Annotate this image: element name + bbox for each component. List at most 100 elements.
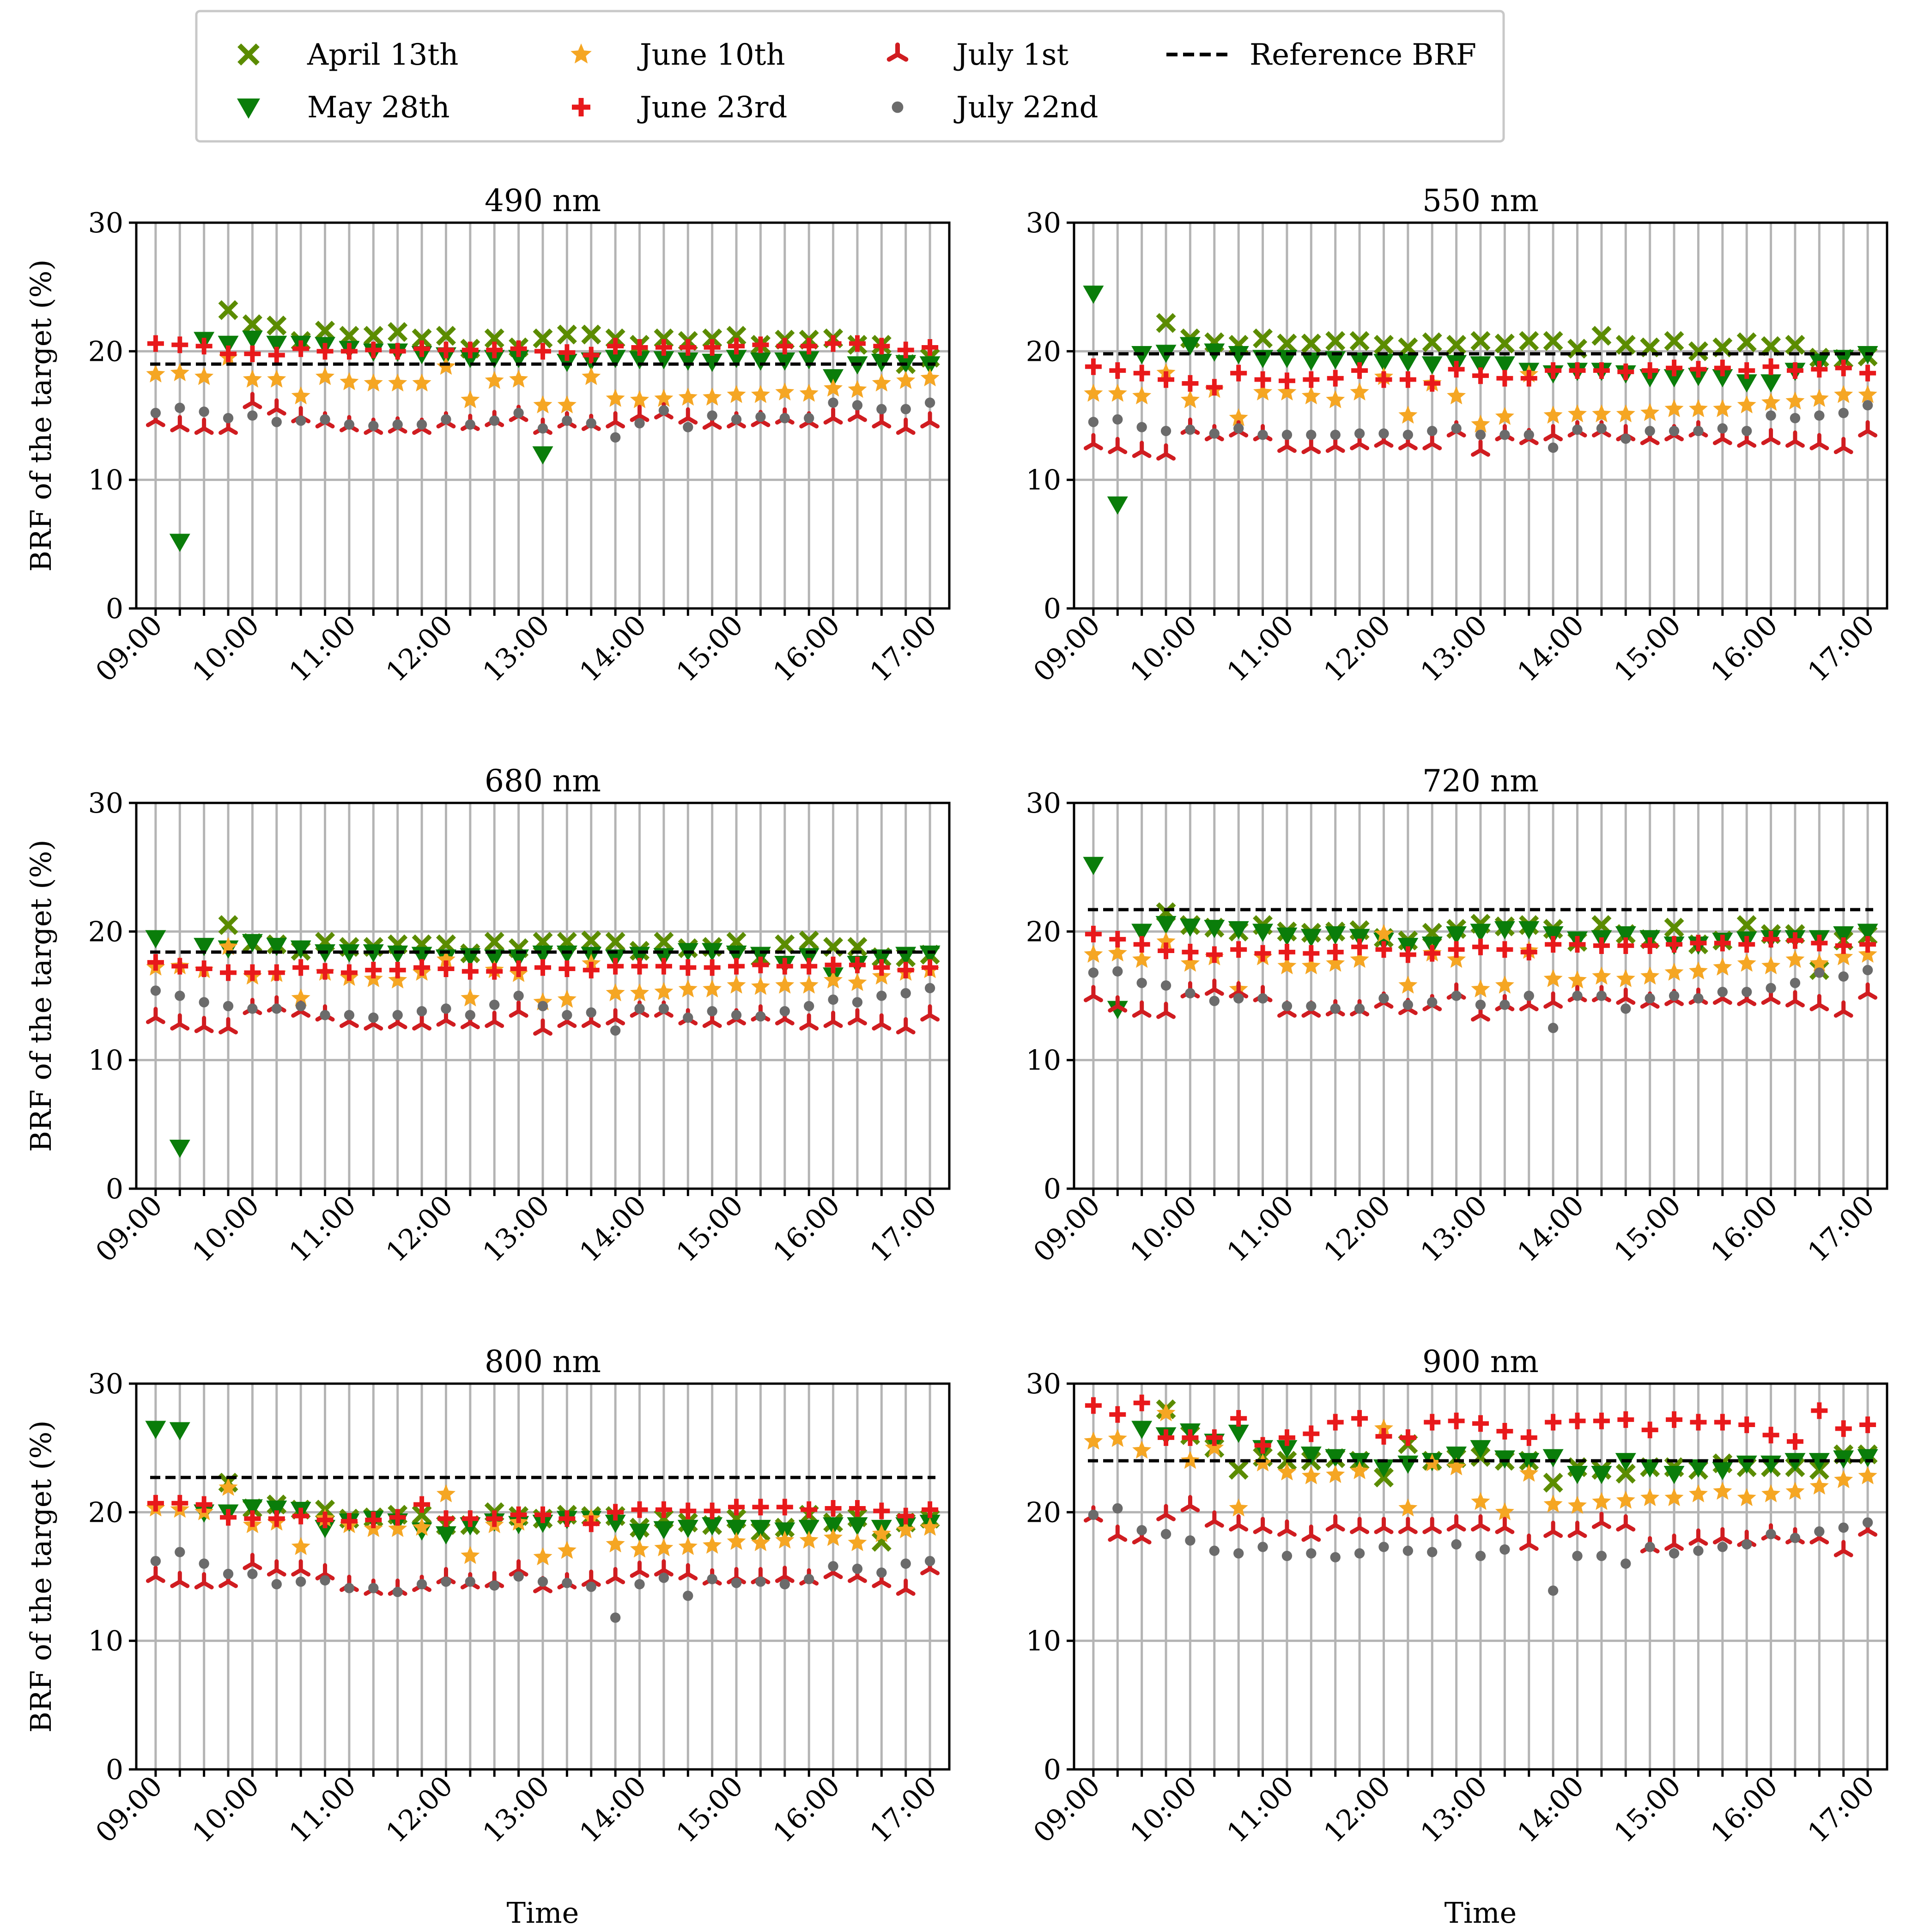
data-point-june-23rd [1569,936,1586,953]
data-point-may-28th [1663,1465,1685,1484]
data-point-june-23rd [897,341,914,358]
x-tick-label: 14:00 [1511,609,1590,688]
data-point-june-23rd [534,343,551,360]
x-tick-label: 09:00 [90,1189,169,1269]
data-point-june-10th [872,373,891,392]
data-point-june-23rd [607,338,624,355]
x-tick-label: 11:00 [1221,609,1300,688]
data-point-june-23rd [1714,359,1731,377]
data-point-june-23rd [486,341,503,358]
data-point-may-28th [1349,352,1370,371]
data-point-june-23rd [631,339,648,356]
x-tick-label: 11:00 [283,1770,363,1849]
data-point-april-13th [1519,331,1539,351]
data-point-july-22nd [1088,967,1099,978]
data-point-july-22nd [1645,425,1655,437]
data-point-june-23rd [1133,1394,1150,1411]
legend: April 13th May 28th June 10th June 23rd July… [195,10,1505,143]
data-point-april-13th [871,1531,892,1552]
data-point-june-23rd [1811,935,1828,952]
data-point-july-22nd [1862,965,1873,975]
data-point-june-23rd [244,345,261,362]
data-point-june-23rd [631,1501,648,1518]
data-point-june-10th [799,975,819,994]
data-point-july-1st [1083,985,1103,1002]
data-point-july-22nd [199,1558,209,1569]
data-point-june-23rd [873,1502,890,1519]
data-point-june-10th [1084,944,1103,963]
x-tick-label: 12:00 [1317,1770,1397,1849]
data-point-july-1st [823,407,843,425]
data-point-june-10th [1761,956,1781,974]
data-point-june-23rd [1569,1412,1586,1429]
data-point-july-1st [1616,987,1636,1005]
data-point-april-13th [1615,334,1636,355]
data-point-june-23rd [1545,936,1562,953]
data-point-june-23rd [801,958,818,975]
data-point-june-23rd [510,1506,527,1523]
data-point-july-22nd [852,1563,863,1574]
data-point-july-22nd [1717,423,1728,434]
panel-800-nm: 800 nm 0 10 20 30 09:00 10:00 11:00 12:00 13:00 14… [24,1344,951,1930]
data-point-april-13th [799,930,819,951]
x-tick-label: 15:00 [670,1770,750,1849]
data-point-july-1st [1858,420,1878,437]
data-point-june-23rd [340,1513,358,1530]
data-point-may-28th [1083,286,1104,304]
legend-item-july-1st: July 1st [886,38,1068,72]
data-point-june-10th [703,1536,722,1554]
data-point-may-28th [387,945,408,964]
data-point-july-22nd [1548,1022,1559,1033]
data-point-june-10th [1398,975,1418,994]
data-point-april-13th [1301,334,1321,354]
data-point-july-22nd [586,1581,596,1592]
data-point-july-22nd [392,1586,403,1598]
data-point-july-22nd [1475,430,1486,440]
x-tick-label: 17:00 [1802,1189,1881,1269]
data-point-april-13th [1373,334,1394,355]
data-point-july-1st [1833,1540,1853,1557]
data-point-june-23rd [1593,362,1610,379]
data-point-april-13th [1664,331,1684,351]
data-point-july-22nd [247,1003,258,1014]
panel-680-nm: 680 nm 0 10 20 30 09:00 10:00 11:00 12:00 13:00 14… [24,763,951,1269]
x-tick-label: 12:00 [380,609,459,688]
x-tick-label: 15:00 [670,1189,750,1269]
data-point-june-23rd [1158,942,1175,960]
data-point-july-1st [243,1553,262,1570]
data-point-june-23rd [1714,1414,1731,1431]
data-point-july-1st [1422,1517,1442,1534]
data-point-june-23rd [486,963,503,980]
data-point-july-22nd [658,405,669,416]
data-point-may-28th [169,534,190,552]
data-point-june-23rd [1835,1420,1852,1437]
series-june-23rd [1085,1394,1876,1454]
x-tick-label: 09:00 [90,609,169,688]
data-point-july-1st [170,1571,190,1588]
data-point-july-22nd [296,415,306,426]
data-point-april-13th [1688,341,1708,361]
data-point-june-10th [1592,1492,1611,1510]
data-point-june-23rd [752,336,769,353]
data-point-june-10th [1592,404,1611,423]
data-point-june-10th [606,389,625,407]
data-point-june-10th [364,373,383,392]
data-point-may-28th [242,330,263,349]
data-point-june-23rd [1786,362,1803,379]
data-point-april-13th [775,934,795,954]
data-point-july-22nd [247,410,258,421]
data-point-july-1st [315,1563,335,1580]
data-point-july-1st [194,1572,214,1590]
data-point-june-10th [1374,1418,1394,1437]
x-tick-label: 12:00 [380,1770,459,1849]
data-point-june-23rd [655,958,672,975]
data-point-july-22nd [1475,999,1486,1010]
data-point-april-13th [654,328,674,349]
data-point-july-1st [291,1559,311,1577]
data-point-april-13th [533,328,553,349]
series-may-28th [1131,1421,1878,1484]
data-point-june-23rd [1303,945,1320,962]
data-point-june-10th [1834,1470,1853,1488]
data-point-may-28th [1470,1440,1491,1458]
data-point-may-28th [1300,929,1322,947]
